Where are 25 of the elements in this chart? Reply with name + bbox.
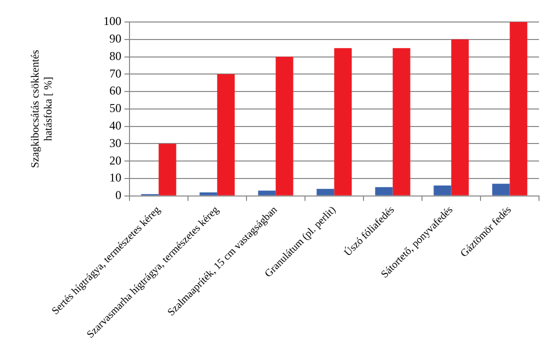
y-tick-label: 100 [103,14,122,28]
bar [200,192,218,196]
y-tick-label: 0 [115,188,122,202]
y-tick-label: 20 [109,153,122,168]
bar [375,187,393,196]
y-tick-label: 90 [109,32,122,46]
y-tick-label: 10 [109,170,122,185]
bar [334,48,352,196]
bar [316,188,334,196]
y-axis-title: Szagkibocsátás csökkentés hatásfoka [ %] [29,50,55,168]
bar [492,184,510,196]
bar [451,39,469,196]
bar [392,48,410,196]
bar [434,185,452,196]
y-tick-label: 30 [109,136,122,150]
bar [158,144,176,196]
bar [217,74,235,196]
y-tick-label: 50 [109,101,122,116]
bar [258,190,276,196]
y-tick-label: 70 [109,66,122,80]
bar [276,56,294,196]
y-tick-label: 80 [109,48,122,63]
bar [510,22,528,196]
y-tick-label: 60 [109,84,122,98]
y-tick-label: 40 [109,118,122,132]
